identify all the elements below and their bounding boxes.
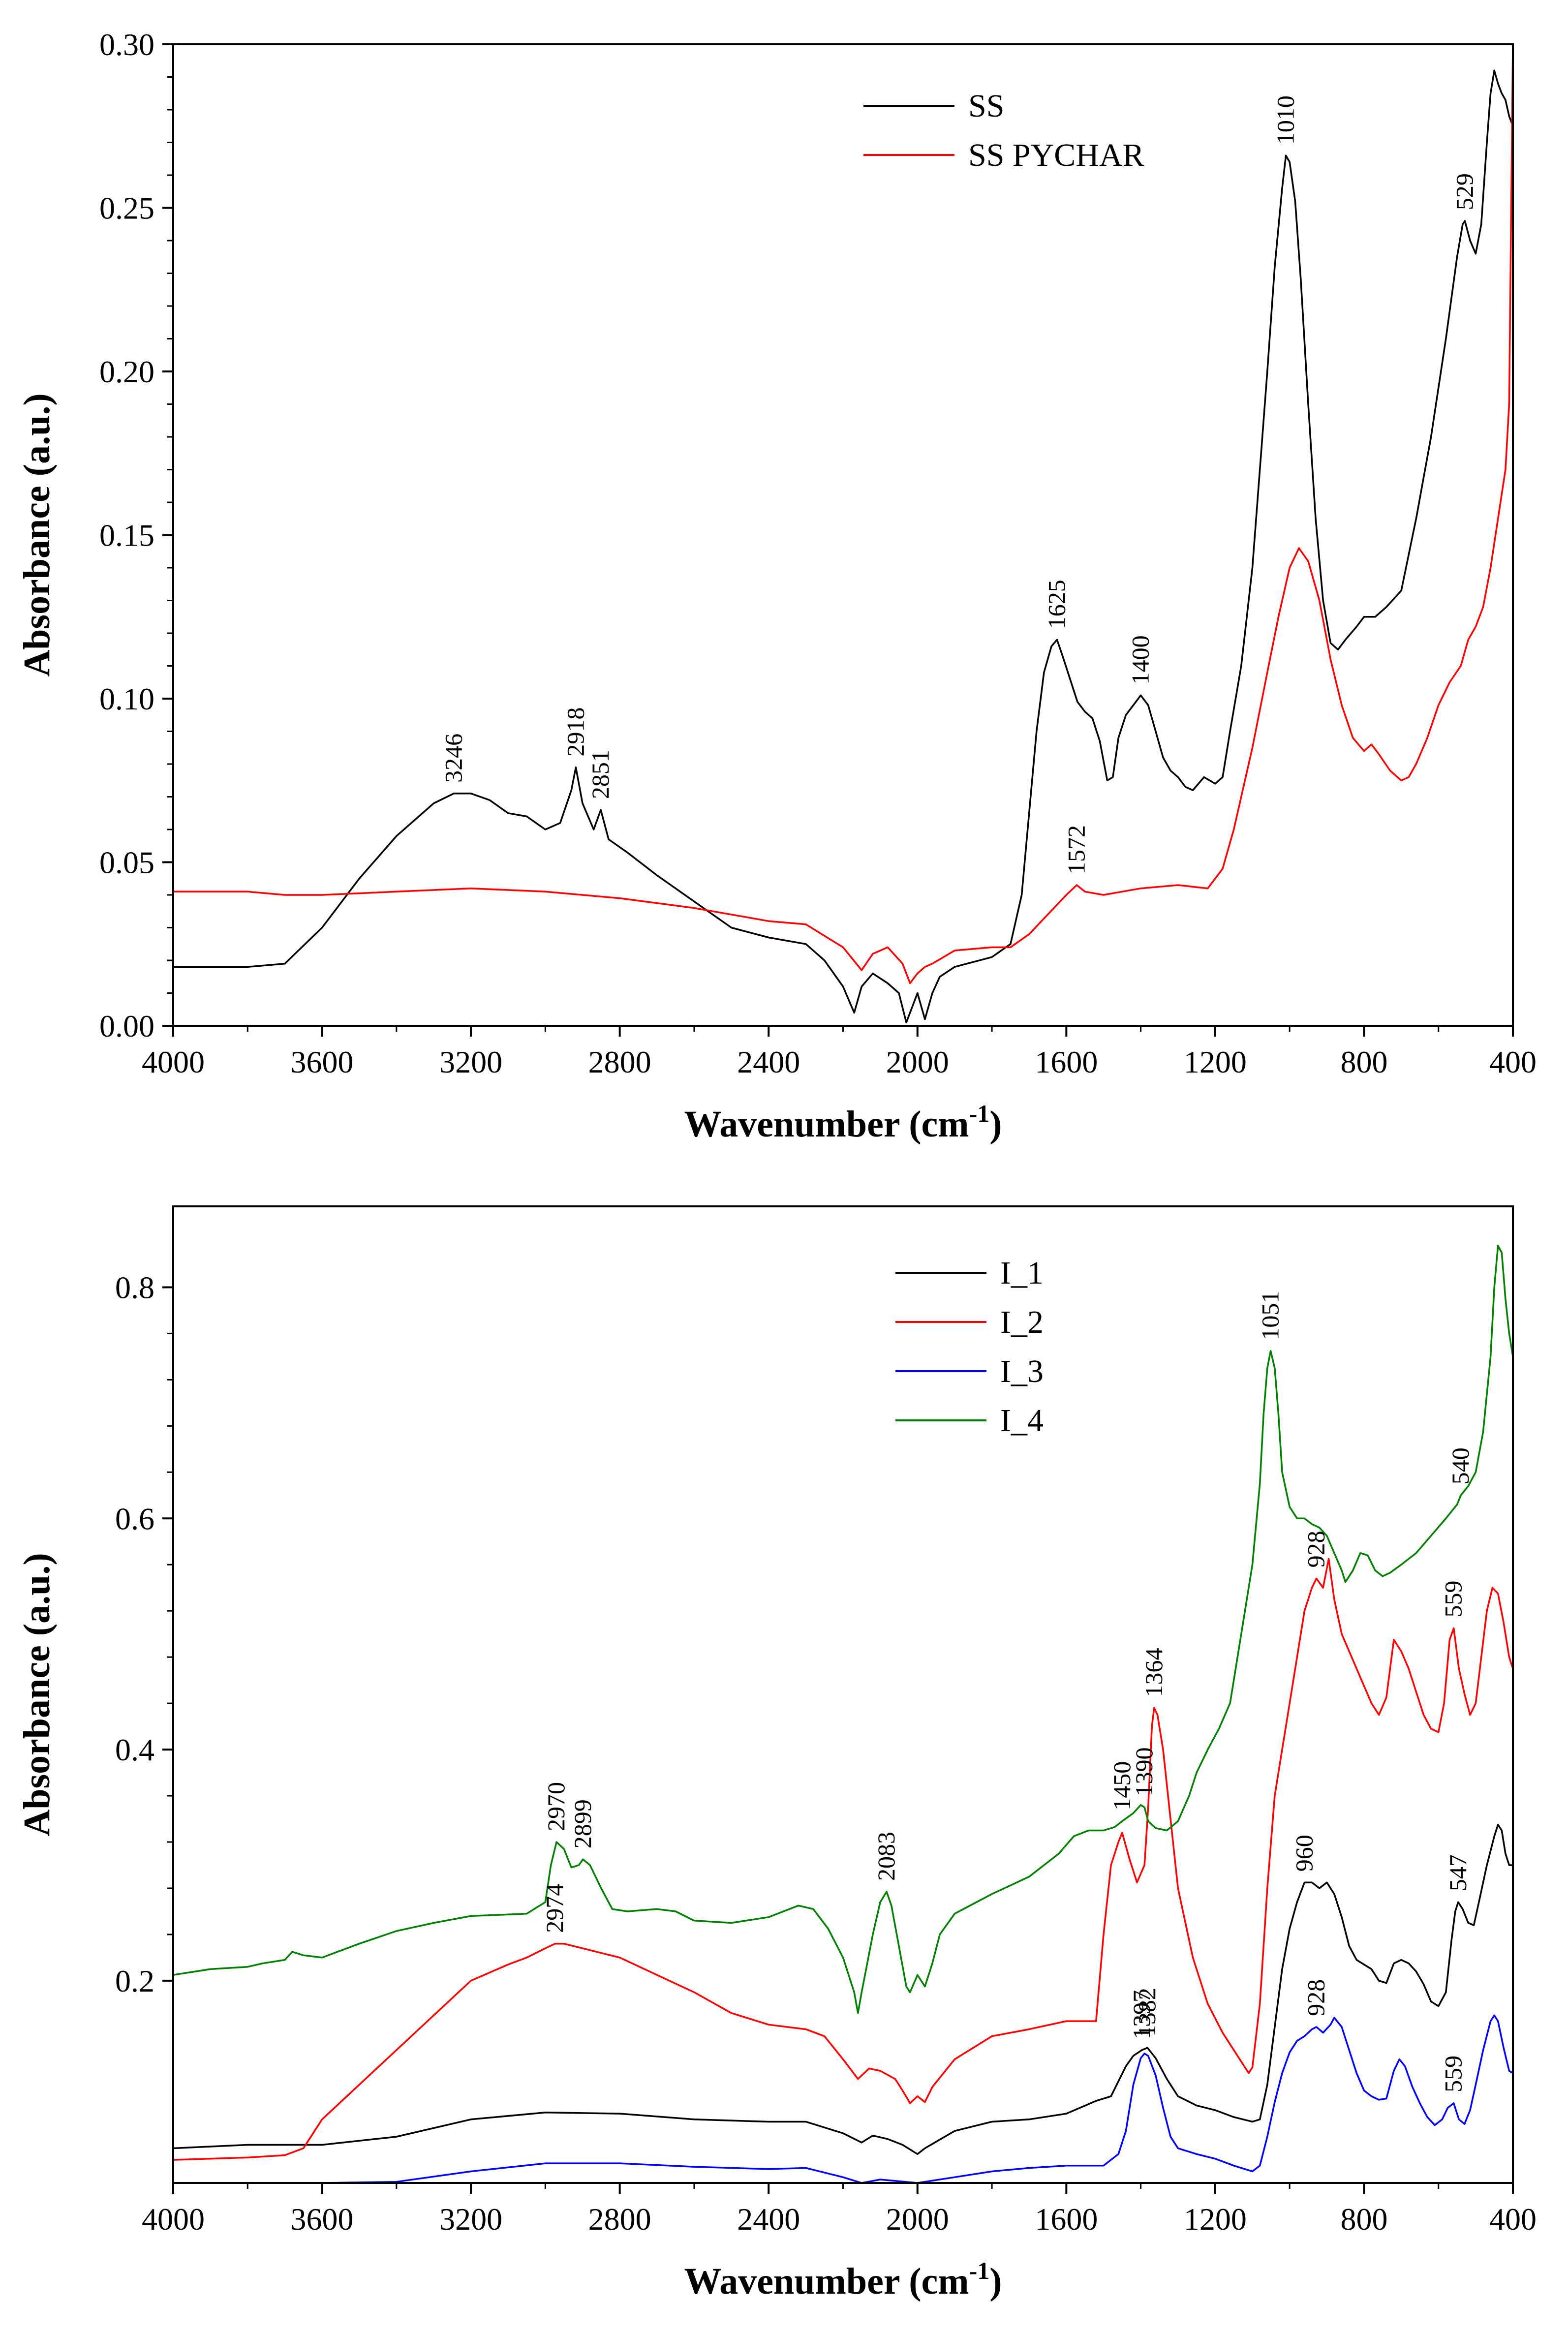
peak-label: 2899 (569, 1799, 596, 1848)
legend-label: SS PYCHAR (968, 137, 1144, 173)
x-tick-label: 1200 (1184, 1044, 1247, 1079)
series-line-i-4 (173, 1245, 1513, 2014)
y-tick-label: 0.10 (99, 681, 154, 716)
peak-label: 1397 (1128, 1990, 1155, 2039)
x-tick-label: 2400 (737, 2202, 800, 2237)
peak-label: 1051 (1257, 1291, 1284, 1340)
y-axis-title: Absorbance (a.u.) (16, 1553, 58, 1836)
peak-label: 2970 (542, 1782, 570, 1831)
x-axis: 4000 3600 3200 2800 2400 2000 1600 1200 800 400 Wa… (142, 2183, 1537, 2302)
x-tick-label: 2000 (886, 1044, 949, 1079)
x-axis-title: Wavenumber (cm-1) (684, 1100, 1002, 1145)
x-tick-label: 1200 (1184, 2202, 1247, 2237)
peak-label: 928 (1302, 1531, 1330, 1567)
peak-label: 547 (1444, 1854, 1472, 1891)
peak-label: 1390 (1130, 1748, 1158, 1797)
chart-top: 4000 3600 3200 2800 2400 2000 1600 1200 800 400 Wa… (16, 27, 1537, 1145)
x-tick-label: 3200 (439, 2202, 502, 2237)
y-tick-label: 0.15 (99, 518, 154, 553)
peak-label: 960 (1290, 1835, 1318, 1872)
y-tick-label: 0.20 (99, 354, 154, 389)
series-line-ss (173, 69, 1513, 1024)
x-tick-label: 2800 (588, 2202, 651, 2237)
y-tick-label: 0.25 (99, 191, 154, 226)
x-tick-label: 3600 (291, 1044, 354, 1079)
y-tick-label: 0.8 (115, 1270, 154, 1305)
y-tick-label: 0.2 (115, 1964, 154, 1998)
x-tick-label: 1600 (1035, 2202, 1098, 2237)
series-line-i-1 (173, 1824, 1513, 2155)
peak-label: 928 (1302, 1979, 1330, 2016)
y-tick-label: 0.4 (115, 1732, 154, 1767)
panel-bottom-i-spectra: 4000 3600 3200 2800 2400 2000 1600 1200 800 400 Wa… (0, 1167, 1568, 2334)
peak-label: 2918 (561, 707, 589, 757)
peak-label: 2851 (586, 750, 614, 799)
peak-label: 1382 (1133, 1988, 1161, 2037)
x-tick-label: 400 (1489, 1044, 1537, 1079)
x-tick-label: 4000 (142, 1044, 205, 1079)
y-tick-label: 0.00 (99, 1009, 154, 1044)
y-tick-label: 0.05 (99, 845, 154, 880)
x-tick-label: 3200 (439, 1044, 502, 1079)
peak-label: 1572 (1063, 825, 1090, 874)
plot-frame (172, 43, 1514, 1027)
x-tick-label: 400 (1489, 2202, 1537, 2237)
x-axis: 4000 3600 3200 2800 2400 2000 1600 1200 800 400 Wa… (142, 1026, 1537, 1145)
peak-label: 1450 (1108, 1761, 1136, 1811)
series-line-ss-pychar (173, 44, 1513, 984)
y-tick-label: 0.30 (99, 27, 154, 62)
peak-label: 529 (1450, 173, 1478, 210)
series-group (173, 1245, 1513, 2183)
legend-label: I_1 (1000, 1255, 1044, 1291)
peak-label: 1364 (1140, 1648, 1168, 1697)
y-axis: 0.2 0.4 0.6 0.8 Absorbance (a.u.) (16, 1270, 173, 1998)
peak-label: 2974 (541, 1884, 568, 1933)
peak-label: 1625 (1043, 580, 1070, 629)
panel-top-ss-spectra: 4000 3600 3200 2800 2400 2000 1600 1200 800 400 Wa… (16, 27, 1537, 1145)
x-tick-label: 4000 (142, 2202, 205, 2237)
series-line-i-2 (173, 1558, 1513, 2161)
legend-label: I_3 (1000, 1353, 1044, 1389)
legend-label: I_2 (1000, 1304, 1044, 1340)
legend: SS SS PYCHAR (863, 88, 1144, 173)
x-axis-title: Wavenumber (cm-1) (684, 2257, 1002, 2302)
x-tick-label: 2400 (737, 1044, 800, 1079)
peak-label: 2083 (872, 1832, 900, 1881)
plot-frame (172, 1205, 1514, 2184)
y-axis: 0.00 0.05 0.10 0.15 0.20 0.25 0.30 Absorbance (… (16, 27, 173, 1044)
legend-label: SS (968, 88, 1004, 124)
x-tick-label: 1600 (1035, 1044, 1098, 1079)
peak-label: 1010 (1272, 95, 1299, 145)
chart-bottom: 4000 3600 3200 2800 2400 2000 1600 1200 800 400 Wa… (16, 1205, 1537, 2302)
x-tick-label: 800 (1340, 2202, 1387, 2237)
legend-label: I_4 (1000, 1403, 1044, 1439)
x-tick-label: 800 (1340, 1044, 1387, 1079)
peak-label: 1400 (1127, 635, 1154, 684)
peak-label: 559 (1440, 2056, 1467, 2092)
peak-label: 3246 (439, 734, 467, 783)
peak-label: 540 (1446, 1447, 1474, 1484)
y-axis-title: Absorbance (a.u.) (16, 393, 58, 676)
x-tick-label: 3600 (291, 2202, 354, 2237)
series-group (173, 44, 1513, 1024)
x-tick-label: 2800 (588, 1044, 651, 1079)
y-tick-label: 0.6 (115, 1501, 154, 1536)
series-line-i-3 (173, 2014, 1513, 2183)
x-tick-label: 2000 (886, 2202, 949, 2237)
peak-label: 559 (1440, 1580, 1467, 1617)
legend: I_1 I_2 I_3 I_4 (895, 1255, 1044, 1439)
